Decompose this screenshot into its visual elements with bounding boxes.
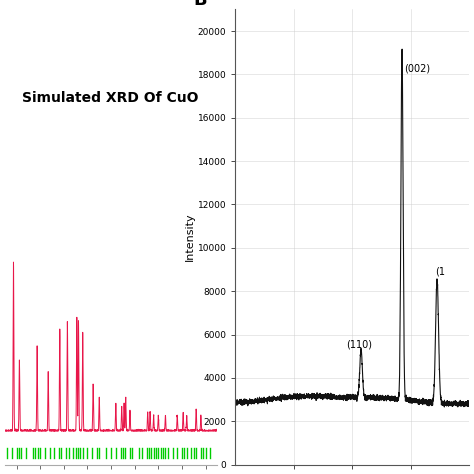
Text: B: B [193,0,207,9]
Text: (1: (1 [435,266,446,276]
Text: Simulated XRD Of CuO: Simulated XRD Of CuO [22,91,198,105]
Text: (002): (002) [404,64,430,73]
Y-axis label: Intensity: Intensity [185,213,195,261]
Text: (110): (110) [346,340,373,350]
